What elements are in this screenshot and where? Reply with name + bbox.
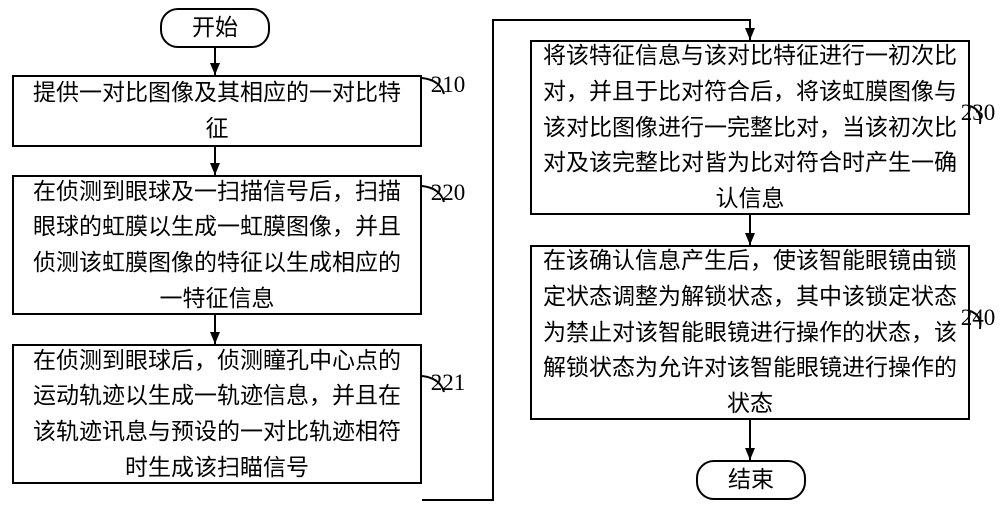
step-220-box: 在侦测到眼球及一扫描信号后，扫描眼球的虹膜以生成一虹膜图像，并且侦测该虹膜图像的… bbox=[12, 175, 422, 315]
step-221-label: 221 bbox=[431, 370, 466, 396]
start-terminator: 开始 bbox=[160, 8, 270, 48]
step-240-box: 在该确认信息产生后，使该智能眼镜由锁定状态调整为解锁状态，其中该锁定状态为禁止对… bbox=[530, 245, 970, 420]
flowchart-canvas: 开始 结束 提供一对比图像及其相应的一对比特征 在侦测到眼球及一扫描信号后，扫描… bbox=[0, 0, 1000, 521]
step-220-label: 220 bbox=[431, 180, 466, 206]
end-terminator: 结束 bbox=[696, 460, 806, 500]
step-210-box: 提供一对比图像及其相应的一对比特征 bbox=[12, 75, 422, 147]
step-230-box: 将该特征信息与该对比特征进行一初次比对，并且于比对符合后，将该虹膜图像与该对比图… bbox=[530, 40, 970, 215]
step-240-label: 240 bbox=[961, 305, 996, 331]
step-210-label: 210 bbox=[431, 72, 466, 98]
step-230-label: 230 bbox=[961, 100, 996, 126]
step-221-box: 在侦测到眼球后，侦测瞳孔中心点的运动轨迹以生成一轨迹信息，并且在该轨迹讯息与预设… bbox=[12, 344, 422, 484]
